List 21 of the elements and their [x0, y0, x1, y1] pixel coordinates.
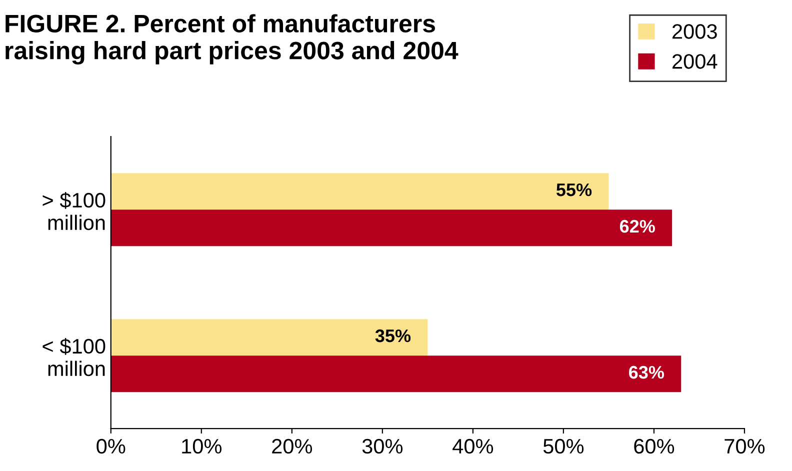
x-tick-label: 40%: [452, 438, 494, 454]
chart-title: FIGURE 2. Percent of manufacturers raising hard part prices 2003 and 2004: [6, 14, 458, 64]
x-tick-label: 60%: [634, 438, 674, 454]
bar: [110, 356, 682, 392]
x-tick-label: 50%: [543, 438, 584, 454]
y-tick-label: > $100 million: [42, 192, 106, 230]
x-tick-label: 0%: [96, 438, 126, 454]
bar: [110, 319, 428, 356]
bar: [110, 173, 609, 210]
x-tick-label: 70%: [724, 438, 765, 454]
data-label: 55%: [556, 183, 592, 196]
data-label: 63%: [629, 366, 664, 379]
x-tick-label: 30%: [362, 438, 403, 454]
data-label: 62%: [620, 220, 655, 233]
x-tick-label: 10%: [182, 438, 222, 454]
data-label: 35%: [375, 329, 411, 342]
bar: [110, 210, 672, 246]
legend-label: 2004: [672, 54, 718, 69]
y-tick-label: < $100 million: [42, 338, 106, 376]
legend-label: 2003: [672, 24, 717, 39]
x-tick-label: 20%: [272, 438, 312, 454]
